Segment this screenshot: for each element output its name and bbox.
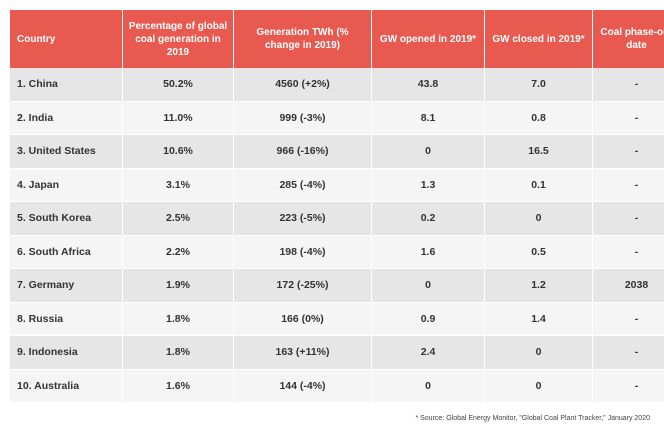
table-row: 10. Australia 1.6% 144 (-4%) 0 0- [10, 369, 664, 403]
phase-out-cell: - [593, 302, 664, 336]
phase-out-cell: - [593, 336, 664, 370]
percentage-cell: 11.0% [123, 101, 234, 135]
header-generation: Generation TWh (% change in 2019) [234, 10, 372, 68]
phase-out-cell: - [593, 369, 664, 403]
table-row: 3. United States 10.6% 966 (-16%) 0 16.5- [10, 135, 664, 169]
percentage-cell: 1.9% [123, 269, 234, 303]
country-cell: 9. Indonesia [10, 336, 123, 370]
country-cell: 6. South Africa [10, 235, 123, 269]
gw-closed-cell: 0 [485, 369, 593, 403]
percentage-cell: 10.6% [123, 135, 234, 169]
percentage-cell: 50.2% [123, 68, 234, 102]
gw-opened-cell: 8.1 [372, 101, 485, 135]
generation-cell: 166 (0%) [234, 302, 372, 336]
percentage-cell: 1.8% [123, 302, 234, 336]
gw-opened-cell: 1.6 [372, 235, 485, 269]
gw-opened-cell: 0 [372, 135, 485, 169]
generation-cell: 144 (-4%) [234, 369, 372, 403]
table-row: 1. China 50.2% 4560 (+2%) 43.8 7.0- [10, 68, 664, 102]
phase-out-cell: - [593, 135, 664, 169]
gw-opened-cell: 43.8 [372, 68, 485, 102]
generation-cell: 223 (-5%) [234, 202, 372, 236]
gw-closed-cell: 7.0 [485, 68, 593, 102]
generation-cell: 285 (-4%) [234, 168, 372, 202]
generation-cell: 966 (-16%) [234, 135, 372, 169]
coal-generation-table: Country Percentage of global coal genera… [10, 10, 664, 403]
phase-out-cell: - [593, 68, 664, 102]
phase-out-cell: - [593, 235, 664, 269]
percentage-cell: 1.6% [123, 369, 234, 403]
header-phase-out: Coal phase-out date [593, 10, 664, 68]
country-cell: 4. Japan [10, 168, 123, 202]
gw-opened-cell: 0 [372, 269, 485, 303]
generation-cell: 198 (-4%) [234, 235, 372, 269]
header-gw-closed: GW closed in 2019* [485, 10, 593, 68]
gw-closed-cell: 0.5 [485, 235, 593, 269]
header-country: Country [10, 10, 123, 68]
gw-closed-cell: 0.1 [485, 168, 593, 202]
gw-opened-cell: 0.2 [372, 202, 485, 236]
gw-closed-cell: 1.2 [485, 269, 593, 303]
country-cell: 8. Russia [10, 302, 123, 336]
source-note: * Source: Global Energy Monitor, "Global… [415, 415, 650, 422]
gw-closed-cell: 0 [485, 336, 593, 370]
country-cell: 10. Australia [10, 369, 123, 403]
phase-out-cell: - [593, 168, 664, 202]
table-body: 1. China 50.2% 4560 (+2%) 43.8 7.0-2. India 1… [10, 68, 664, 403]
generation-cell: 172 (-25%) [234, 269, 372, 303]
gw-opened-cell: 1.3 [372, 168, 485, 202]
table-row: 8. Russia 1.8% 166 (0%) 0.9 1.4- [10, 302, 664, 336]
table-header-row: Country Percentage of global coal genera… [10, 10, 664, 68]
gw-closed-cell: 0 [485, 202, 593, 236]
gw-opened-cell: 0 [372, 369, 485, 403]
table-row: 5. South Korea 2.5% 223 (-5%) 0.2 0- [10, 202, 664, 236]
gw-opened-cell: 2.4 [372, 336, 485, 370]
gw-closed-cell: 16.5 [485, 135, 593, 169]
percentage-cell: 1.8% [123, 336, 234, 370]
header-gw-opened: GW opened in 2019* [372, 10, 485, 68]
generation-cell: 4560 (+2%) [234, 68, 372, 102]
country-cell: 7. Germany [10, 269, 123, 303]
table-row: 7. Germany 1.9% 172 (-25%) 0 1.2 2038 [10, 269, 664, 303]
percentage-cell: 2.2% [123, 235, 234, 269]
table-row: 6. South Africa 2.2% 198 (-4%) 1.6 0.5- [10, 235, 664, 269]
generation-cell: 163 (+11%) [234, 336, 372, 370]
percentage-cell: 3.1% [123, 168, 234, 202]
country-cell: 5. South Korea [10, 202, 123, 236]
country-cell: 1. China [10, 68, 123, 102]
gw-closed-cell: 1.4 [485, 302, 593, 336]
header-percentage: Percentage of global coal generation in … [123, 10, 234, 68]
table-row: 2. India 11.0% 999 (-3%) 8.1 0.8- [10, 101, 664, 135]
phase-out-cell: - [593, 101, 664, 135]
table-row: 9. Indonesia 1.8% 163 (+11%) 2.4 0- [10, 336, 664, 370]
gw-closed-cell: 0.8 [485, 101, 593, 135]
generation-cell: 999 (-3%) [234, 101, 372, 135]
country-cell: 2. India [10, 101, 123, 135]
gw-opened-cell: 0.9 [372, 302, 485, 336]
phase-out-cell: 2038 [593, 269, 664, 303]
percentage-cell: 2.5% [123, 202, 234, 236]
table-row: 4. Japan 3.1% 285 (-4%) 1.3 0.1- [10, 168, 664, 202]
phase-out-cell: - [593, 202, 664, 236]
country-cell: 3. United States [10, 135, 123, 169]
